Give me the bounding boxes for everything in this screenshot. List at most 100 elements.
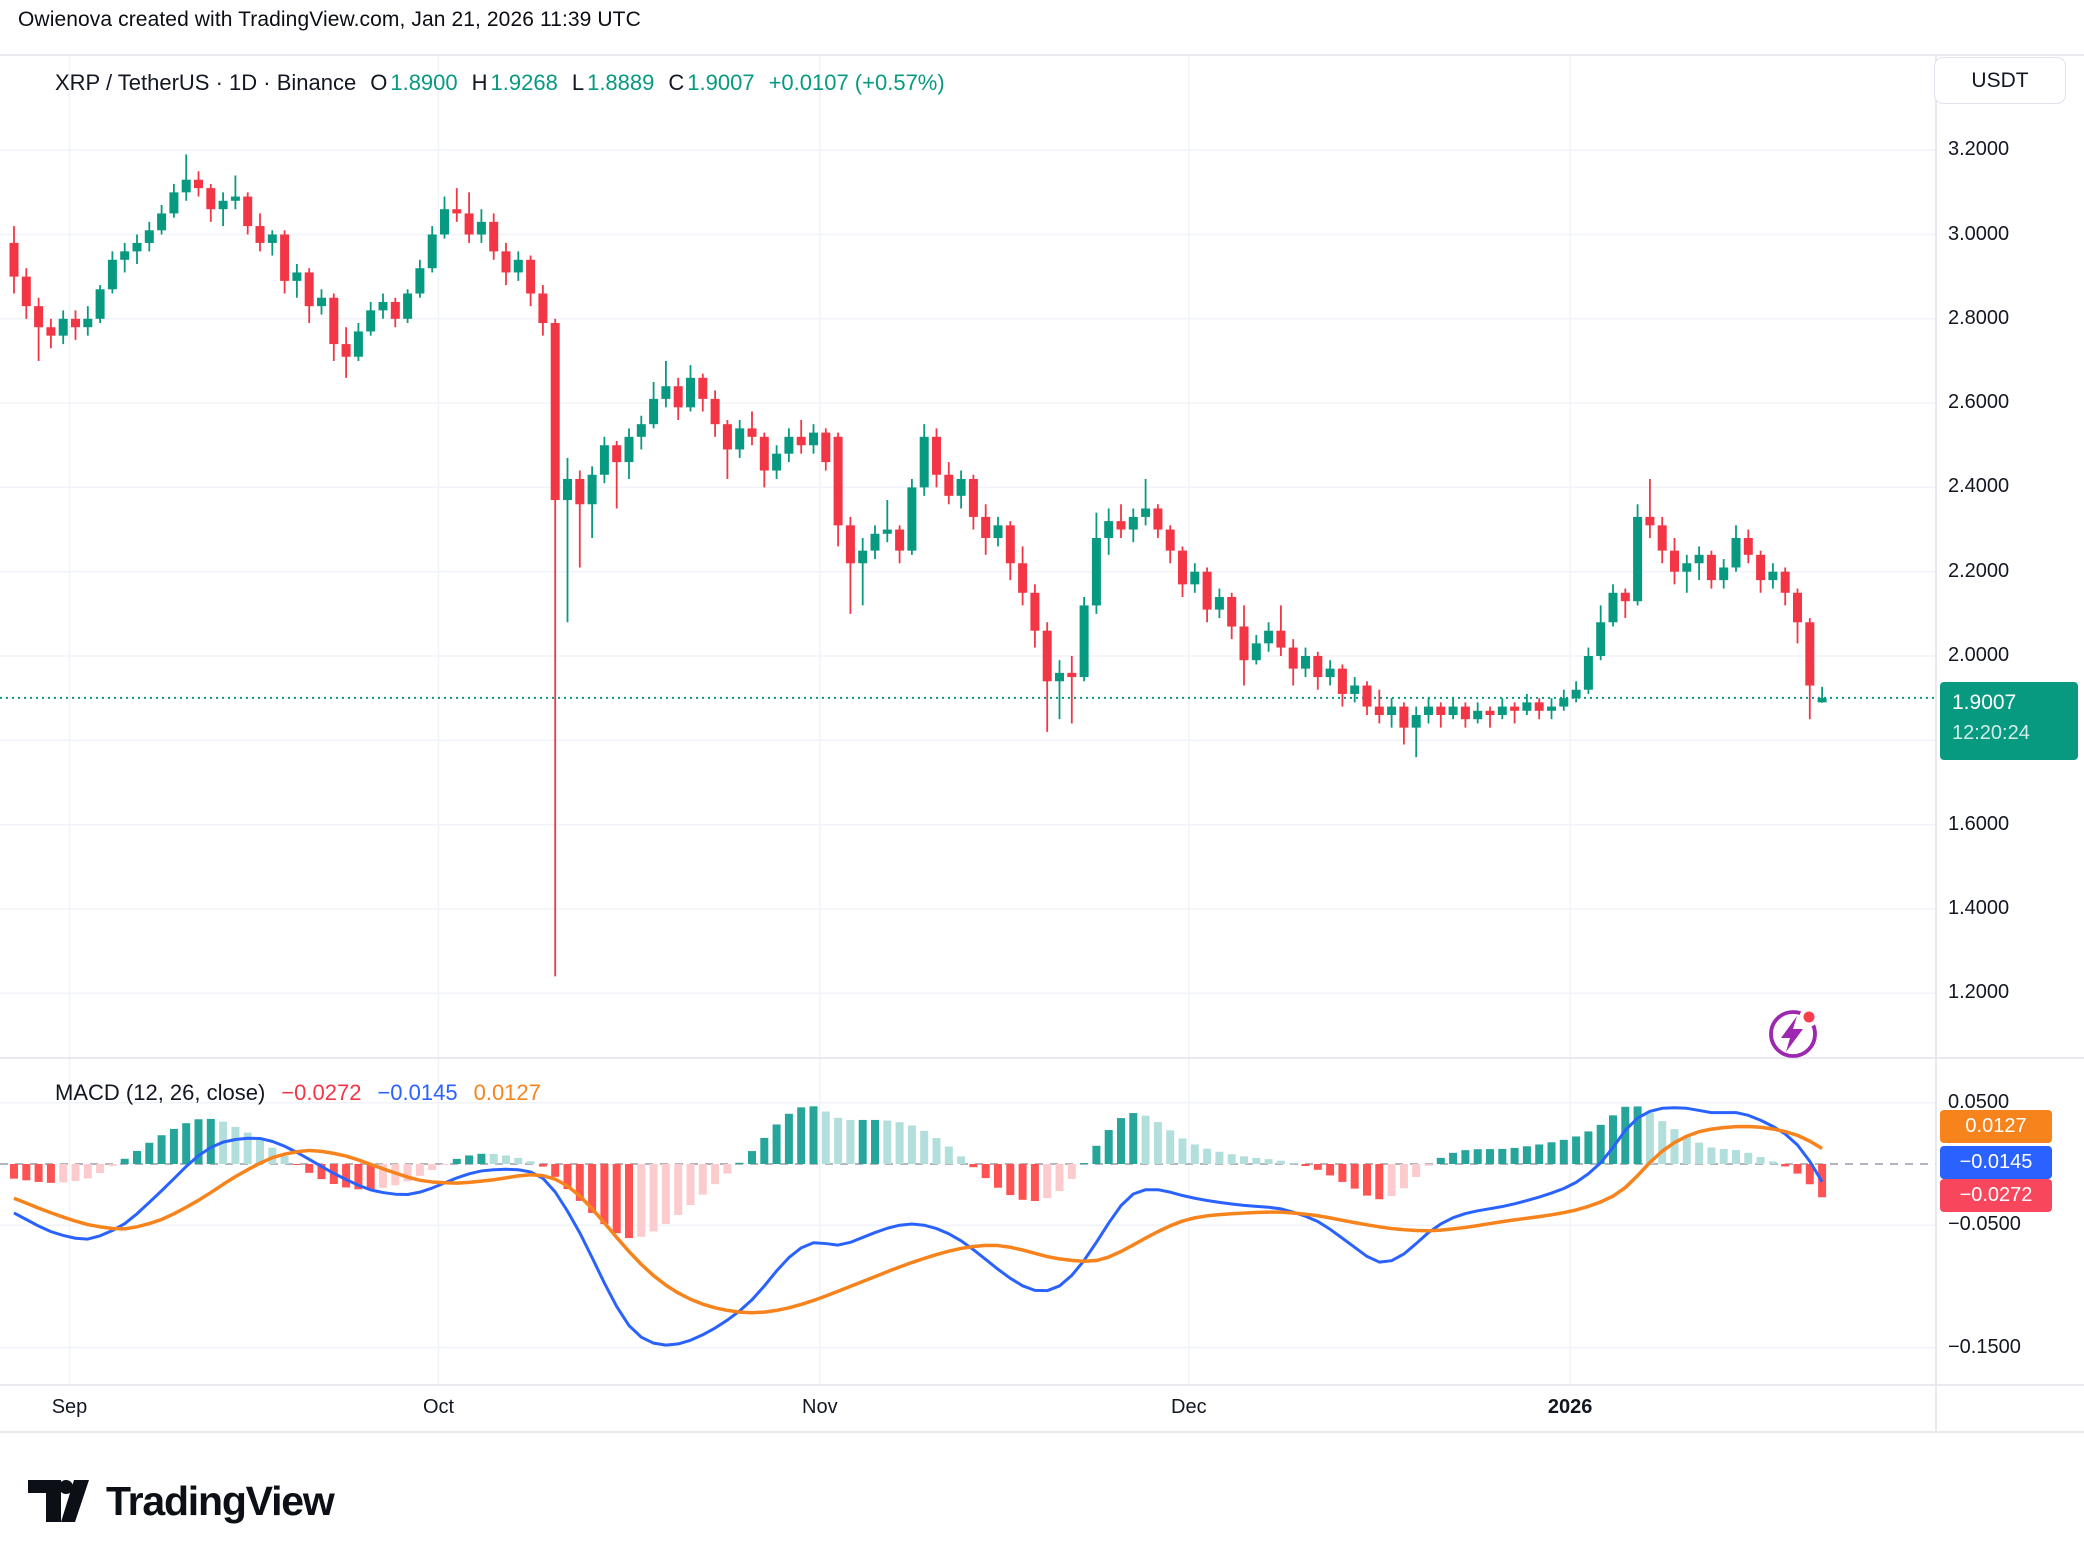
macd-histogram-bar [1805,1164,1814,1185]
macd-histogram-bar [1387,1164,1396,1197]
candle-body [599,445,609,475]
macd-histogram-bar [231,1126,240,1164]
macd-histogram-bar [133,1150,141,1164]
candle-body [1596,622,1606,656]
macd-histogram-bar [1559,1139,1568,1164]
candle-body [1633,516,1643,602]
macd-histogram-bar [1178,1138,1187,1164]
candle-body [526,259,536,294]
macd-histogram-bar [428,1164,437,1171]
macd-legend: MACD (12, 26, close) −0.0272 −0.0145 0.0… [55,1080,541,1106]
macd-histogram-bar [1732,1149,1740,1164]
signal-line [13,1124,1823,1315]
candle-body [1460,706,1470,720]
candle-body [341,344,351,357]
last-price-badge: 1.9007 12:20:24 [1940,682,2078,760]
macd-histogram-bar [1596,1124,1605,1164]
candle-body [1104,521,1114,538]
candle-body [895,529,905,551]
macd-histogram-bar [661,1164,670,1224]
candle-body [403,293,413,319]
candle-body [255,226,265,243]
candle-body [1620,592,1630,602]
candle-body [353,331,363,357]
macd-histogram-bar [292,1164,301,1165]
candle-body [772,453,782,471]
macd-histogram-bar [1338,1164,1347,1182]
macd-line [13,1106,1824,1347]
candle-body [981,516,991,538]
price-axis-label: 2.4000 [1948,475,2010,498]
currency-button[interactable]: USDT [1934,57,2066,104]
candle-body [932,436,941,475]
candle-body [1448,706,1458,716]
candle-body [58,318,68,336]
macd-signal-value: 0.0127 [473,1080,541,1105]
macd-histogram-bar [1018,1164,1027,1200]
candle-body [956,478,966,496]
tradingview-logo[interactable]: TradingView [28,1478,335,1525]
candle-body [21,276,31,307]
tradingview-logo-text: TradingView [106,1478,335,1524]
candle-body [845,525,855,564]
candle-body [1805,622,1815,686]
candle-body [587,474,597,505]
macd-histogram-bar [1080,1163,1089,1165]
candle-body [46,327,56,336]
candle-body [1350,685,1360,694]
macd-histogram-bar [182,1123,191,1164]
candle-body [722,424,732,450]
candle-body [1719,567,1729,581]
candle-body [427,234,437,269]
candle-body [735,428,745,450]
candle-body [550,323,560,501]
candle-body [1067,672,1077,678]
candle-body [1768,571,1778,581]
candle-body [1583,656,1593,690]
candle-body [132,242,142,252]
macd-title[interactable]: MACD (12, 26, close) [55,1080,266,1105]
lightning-icon[interactable] [1769,1010,1817,1058]
lightning-bolt-icon [1781,1016,1803,1052]
macd-histogram-bar [821,1111,830,1164]
candle-body [747,428,757,437]
candle-body [944,474,954,496]
macd-histogram-bar [538,1164,547,1167]
candle-body [1276,630,1286,648]
symbol-title[interactable]: XRP / TetherUS · 1D · Binance [55,70,357,95]
candle-body [1485,710,1495,716]
candle-body [1313,656,1323,678]
macd-histogram-bar [379,1164,387,1188]
macd-histogram-bar [169,1128,178,1164]
price-axis-label: 1.2000 [1948,981,2010,1004]
macd-histogram-bar [1768,1161,1777,1164]
candle-body [181,179,191,193]
macd-histogram-bar [415,1164,424,1176]
macd-histogram-bar [981,1164,990,1179]
candle-body [649,398,659,425]
macd-histogram-bar [1190,1144,1199,1164]
candle-body [230,196,240,201]
macd-histogram-bar [1461,1150,1470,1164]
macd-histogram-bar [1276,1160,1285,1164]
macd-axis-label: −0.1500 [1948,1335,2021,1358]
candle-body [919,436,929,488]
macd-histogram-bar [895,1122,904,1164]
macd-histogram-bar [219,1121,228,1164]
macd-histogram-bar [403,1164,412,1182]
candle-body [304,272,314,307]
candle-body [698,377,708,399]
candle-body [759,436,769,471]
candle-body [1079,605,1089,678]
macd-histogram-bar [10,1164,18,1179]
macd-histogram-bar [1350,1164,1359,1189]
time-axis-label: Dec [1171,1396,1207,1418]
macd-histogram-bar [145,1142,154,1164]
candle-body [784,436,794,454]
candle-body [1793,592,1802,623]
macd-histogram-bar [612,1164,621,1234]
candle-body [673,386,683,408]
candle-body [993,525,1003,538]
